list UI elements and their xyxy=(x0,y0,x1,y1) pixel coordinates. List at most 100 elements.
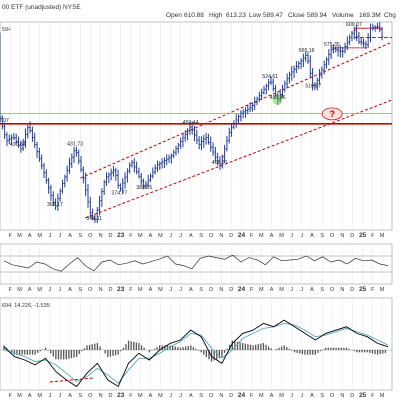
ohlc-bar xyxy=(103,179,106,195)
ohlc-bar xyxy=(98,195,101,216)
ohlc-bar xyxy=(339,45,342,58)
macd-title: 694, 14.226, -1.535 xyxy=(2,303,50,309)
ohlc-bar xyxy=(96,207,99,224)
price-label: 462.07 xyxy=(0,118,9,124)
ohlc-bar xyxy=(197,136,201,150)
x-tick-label: D xyxy=(350,287,354,293)
ohlc-bar xyxy=(3,122,6,139)
x-tick-label: M xyxy=(158,287,163,293)
x-tick-label: J xyxy=(290,233,293,239)
ohlc-bar xyxy=(63,174,67,188)
ohlc-bar xyxy=(144,181,148,189)
ohlc-bar xyxy=(112,165,115,177)
x-axis-ticks: FFFMMMAAAMMMJJJJJJAAASSSOOONNNDDD232323F… xyxy=(9,232,385,399)
ohlc-bar xyxy=(362,38,365,48)
ohlc-bar xyxy=(45,169,48,184)
price-label: 374.77 xyxy=(111,190,127,196)
chg-label: Chg xyxy=(384,12,396,19)
ohlc-bar xyxy=(272,78,275,92)
low-value: 589.47 xyxy=(263,12,283,19)
ohlc-bar xyxy=(253,96,256,111)
ohlc-bar xyxy=(133,158,136,173)
x-tick-label: J xyxy=(179,233,182,239)
x-tick-label: M xyxy=(138,287,143,293)
ohlc-bar xyxy=(181,133,185,148)
ohlc-bar xyxy=(1,115,4,130)
ohlc-bar xyxy=(151,167,155,179)
ohlc-bar xyxy=(70,153,73,168)
ohlc-bar xyxy=(42,163,46,179)
ohlc-bar xyxy=(91,208,94,221)
ohlc-bar xyxy=(5,132,9,147)
x-tick-label: M xyxy=(158,233,163,239)
ohlc-bar xyxy=(364,40,368,50)
ohlc-bar xyxy=(54,198,57,210)
x-tick-label: M xyxy=(279,393,284,399)
x-tick-label: 25 xyxy=(359,392,367,399)
x-tick-label: D xyxy=(108,287,112,293)
ohlc-bar xyxy=(47,177,50,194)
x-tick-label: S xyxy=(320,233,324,239)
x-tick-label: J xyxy=(59,287,62,293)
x-tick-label: M xyxy=(138,233,143,239)
x-tick-label: J xyxy=(300,233,303,239)
ohlc-bar xyxy=(230,124,233,137)
x-tick-label: A xyxy=(149,393,153,399)
ohlc-bar xyxy=(327,49,331,65)
ohlc-bar xyxy=(177,142,180,154)
price-label: 510.27 xyxy=(305,83,321,89)
x-tick-label: A xyxy=(189,393,193,399)
x-tick-label: M xyxy=(37,233,42,239)
ohlc-bar xyxy=(348,34,351,46)
ohlc-bar xyxy=(130,159,134,168)
x-tick-label: N xyxy=(99,287,103,293)
x-tick-label: M xyxy=(259,393,264,399)
ohlc-bar xyxy=(343,42,347,54)
ohlc-bar xyxy=(299,58,303,69)
ohlc-bar xyxy=(360,37,363,46)
x-tick-label: J xyxy=(290,393,293,399)
x-tick-label: F xyxy=(371,393,375,399)
ohlc-bar xyxy=(223,144,226,164)
x-tick-label: O xyxy=(330,287,335,293)
ohlc-bar xyxy=(77,149,80,165)
ohlc-bar xyxy=(260,88,263,100)
close-value: 589.94 xyxy=(307,12,327,19)
ohlc-bar xyxy=(28,121,32,134)
x-tick-label: A xyxy=(68,233,72,239)
ohlc-bar xyxy=(123,172,127,189)
x-tick-label: S xyxy=(79,393,83,399)
ohlc-bar xyxy=(186,128,189,141)
ohlc-bar xyxy=(38,147,41,162)
x-tick-label: N xyxy=(219,233,223,239)
ohlc-bar xyxy=(35,141,39,158)
ohlc-bar xyxy=(237,114,240,124)
ohlc-bar xyxy=(290,66,293,81)
ohlc-bar xyxy=(105,172,108,187)
price-panel-frame xyxy=(0,21,393,231)
x-tick-label: M xyxy=(37,287,42,293)
price-label: 380.65 xyxy=(136,185,152,191)
ohlc-bar xyxy=(371,23,375,31)
x-tick-label: F xyxy=(129,233,133,239)
ohlc-bar xyxy=(316,77,319,91)
price-label: 431.73 xyxy=(67,141,83,147)
ohlc-bar xyxy=(288,71,291,84)
symbol-title: 00 ETF (unadjusted) NYSE xyxy=(2,4,81,11)
ohlc-bar xyxy=(158,161,161,171)
x-tick-label: F xyxy=(371,233,375,239)
ohlc-bar xyxy=(311,67,314,91)
chart-header: 00 ETF (unadjusted) NYSE Open 610.88 Hig… xyxy=(2,4,396,33)
ohlc-bar xyxy=(232,120,236,130)
x-tick-label: A xyxy=(310,287,314,293)
ohlc-bar xyxy=(40,154,43,170)
ohlc-bar xyxy=(346,36,349,51)
x-tick-label: M xyxy=(138,393,143,399)
ohlc-bar xyxy=(24,128,27,148)
x-tick-label: 23 xyxy=(117,392,125,399)
open-label: Open xyxy=(166,12,182,19)
ohlc-bar xyxy=(221,154,224,169)
x-tick-label: A xyxy=(68,287,72,293)
ohlc-bar xyxy=(297,61,300,70)
ohlc-bar xyxy=(8,134,11,145)
